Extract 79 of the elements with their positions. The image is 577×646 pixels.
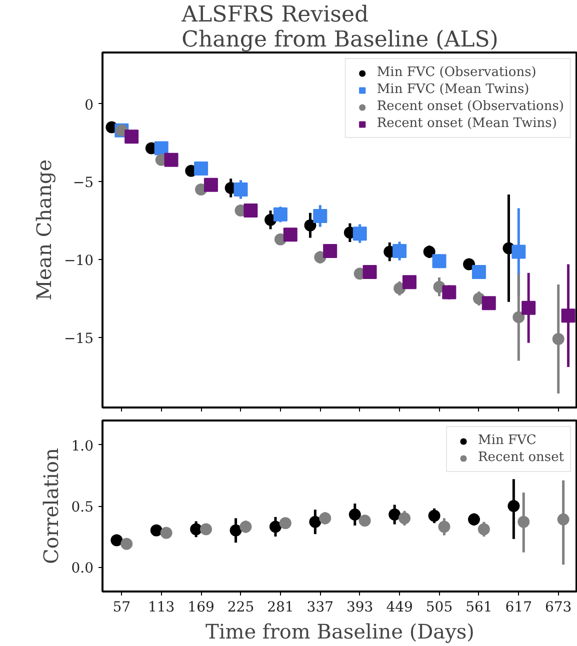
x-tick-label: 561 [466, 600, 492, 616]
point [200, 523, 212, 536]
point [194, 162, 208, 176]
y-tick-label: 0.0 [71, 560, 94, 577]
y-tick-label: −15 [64, 330, 94, 347]
point [204, 178, 218, 192]
point [304, 219, 316, 232]
point [323, 244, 338, 258]
point [269, 520, 282, 533]
point [244, 204, 258, 218]
x-tick-label: 113 [148, 600, 175, 616]
point [423, 246, 436, 258]
point [463, 258, 476, 270]
point [240, 520, 252, 533]
point [442, 285, 456, 300]
point [309, 516, 322, 528]
x-tick-label: 225 [227, 600, 254, 616]
legend-label: Recent onset (Observations) [376, 99, 564, 114]
point [552, 333, 564, 345]
y-tick-label: −5 [72, 175, 94, 192]
point [358, 514, 371, 527]
legend-label: Min FVC (Mean Twins) [376, 82, 530, 97]
point [388, 508, 401, 521]
point [482, 296, 496, 310]
point [190, 523, 202, 536]
point [561, 308, 576, 323]
point [472, 265, 486, 280]
point [432, 254, 446, 268]
point [120, 538, 133, 550]
x-tick-label: 57 [112, 600, 131, 616]
point [512, 244, 526, 259]
y-tick-label: 0 [84, 97, 94, 114]
x-tick-label: 449 [386, 600, 413, 616]
point [478, 523, 490, 536]
point [512, 311, 525, 324]
point [164, 152, 178, 167]
y-tick-label: −10 [64, 253, 94, 270]
point [362, 265, 377, 280]
x-tick-label: 337 [306, 600, 334, 616]
point [150, 524, 162, 536]
point [160, 526, 172, 539]
point [518, 516, 530, 528]
point [522, 300, 536, 315]
x-tick-label: 169 [188, 600, 214, 616]
x-tick-label: 281 [267, 600, 294, 616]
x-tick-label: 505 [426, 600, 453, 616]
x-tick-label: 393 [346, 600, 374, 616]
point [110, 534, 123, 546]
y-tick-label: 1.0 [71, 438, 94, 454]
legend-label: Recent onset [478, 450, 564, 465]
point [230, 524, 242, 536]
x-tick-label: 617 [505, 600, 532, 616]
point [319, 512, 332, 524]
point [557, 513, 570, 526]
legend-label: Min FVC (Observations) [376, 65, 536, 80]
chart-title: ALSFRS Revised Change from Baseline (ALS) [180, 2, 498, 52]
point [402, 275, 416, 290]
y-axis-title: Correlation [39, 448, 64, 564]
point [234, 182, 248, 197]
point [392, 244, 407, 258]
point [283, 228, 298, 242]
point [273, 207, 288, 222]
point [348, 508, 361, 521]
legend-label: Min FVC [478, 433, 536, 448]
point [468, 513, 480, 526]
x-axis-title: Time from Baseline (Days) [206, 620, 474, 644]
point [154, 141, 168, 156]
point [279, 517, 292, 530]
point [398, 512, 411, 524]
y-axis-title: Mean Change [32, 159, 56, 301]
point [313, 208, 328, 223]
x-tick-label: 673 [544, 600, 572, 616]
point [508, 500, 520, 512]
point [352, 226, 367, 241]
point [438, 520, 450, 533]
point [124, 130, 139, 144]
legend-label: Recent onset (Mean Twins) [376, 116, 557, 131]
point [428, 510, 440, 522]
y-tick-label: 0.5 [71, 500, 94, 516]
